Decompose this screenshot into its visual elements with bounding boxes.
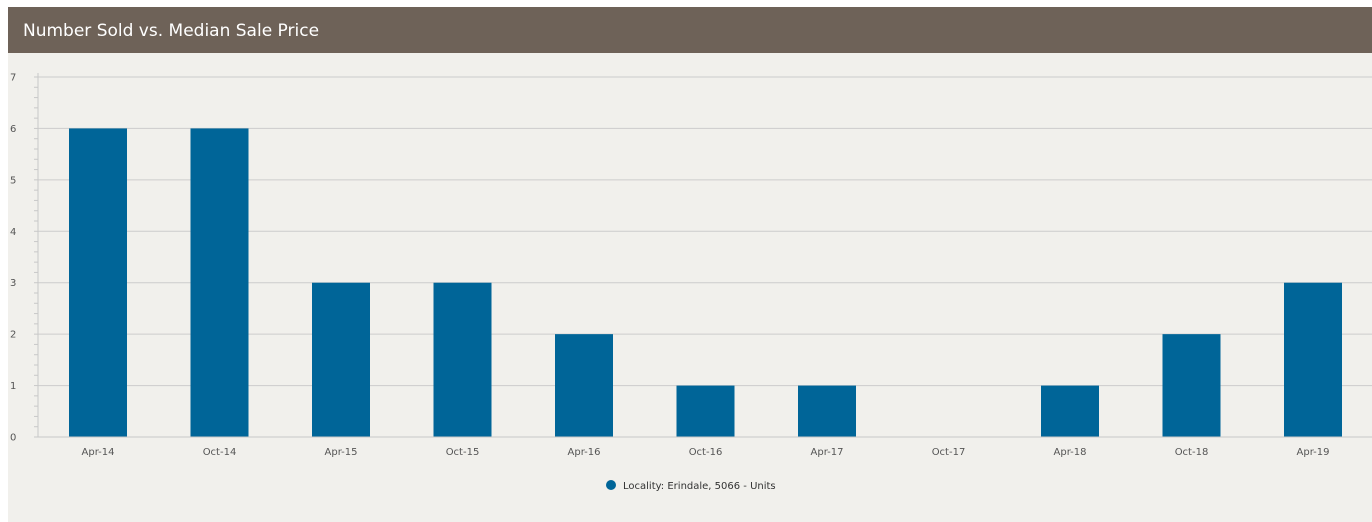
bar [1041, 385, 1099, 437]
x-tick-label: Oct-14 [203, 447, 237, 458]
x-tick-label: Oct-15 [446, 447, 480, 458]
y-tick-label: 3 [10, 278, 16, 289]
bar [69, 128, 127, 437]
bar [798, 385, 856, 437]
legend-label: Locality: Erindale, 5066 - Units [623, 481, 776, 492]
bar [1162, 334, 1221, 437]
bar [555, 334, 613, 437]
bar [312, 282, 370, 437]
x-axis-tick-labels: Apr-14 Oct-14 Apr-15 Oct-15 Apr-16 Oct-16 Apr-… [82, 447, 1330, 458]
panel-header: Number Sold vs. Median Sale Price [8, 7, 1372, 53]
y-tick-label: 5 [10, 175, 16, 186]
axes [37, 73, 1372, 438]
y-tick-label: 0 [10, 433, 16, 444]
legend[interactable]: Locality: Erindale, 5066 - Units [606, 480, 776, 492]
bar [676, 385, 735, 437]
x-tick-label: Apr-17 [811, 447, 844, 458]
y-tick-label: 1 [10, 381, 16, 392]
bar [1284, 282, 1342, 437]
x-tick-label: Apr-18 [1054, 447, 1087, 458]
x-tick-label: Oct-18 [1175, 447, 1209, 458]
x-tick-label: Oct-16 [689, 447, 723, 458]
x-tick-label: Oct-17 [932, 447, 966, 458]
y-tick-label: 2 [10, 330, 16, 341]
y-axis-tick-labels: 0 1 2 3 4 5 6 7 [10, 73, 16, 444]
x-tick-label: Apr-19 [1297, 447, 1330, 458]
x-tick-label: Apr-16 [568, 447, 601, 458]
y-tick-label: 7 [10, 73, 16, 84]
y-tick-label: 4 [10, 227, 16, 238]
x-tick-label: Apr-14 [82, 447, 115, 458]
panel-title: Number Sold vs. Median Sale Price [23, 21, 320, 41]
bar [190, 128, 249, 437]
x-tick-label: Apr-15 [325, 447, 358, 458]
gridlines [38, 76, 1372, 387]
bar [433, 282, 492, 437]
y-tick-label: 6 [10, 124, 16, 135]
y-axis-minor-ticks [34, 76, 38, 438]
legend-marker [606, 480, 616, 490]
bars [69, 128, 1342, 437]
